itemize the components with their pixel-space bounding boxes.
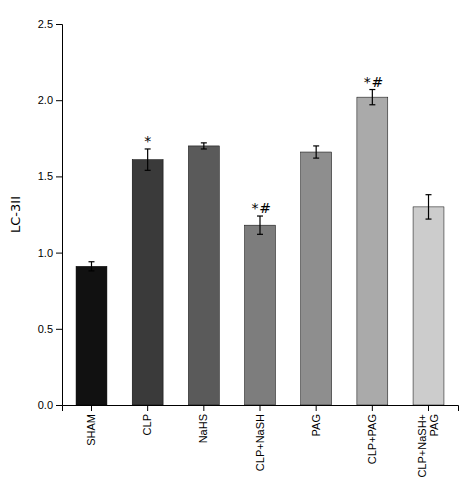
error-line: [147, 149, 148, 170]
x-tick: CLP+NaSH+PAG: [416, 405, 440, 478]
y-tick: 2.0: [38, 94, 62, 106]
bar: [245, 225, 276, 405]
error-bar: [257, 216, 263, 234]
y-tick-label: 2.0: [38, 94, 53, 106]
x-tick-mark: [147, 405, 148, 411]
y-tick: 2.5: [38, 18, 62, 30]
y-tick-mark: [56, 24, 62, 25]
x-tick: NaHS: [197, 405, 209, 443]
y-tick-label: 2.5: [38, 18, 53, 30]
x-tick: CLP+PAG: [366, 405, 378, 464]
x-tick-label: CLP+NaSH: [254, 414, 266, 471]
x-tick-mark: [372, 405, 373, 411]
annotation: *: [252, 200, 259, 216]
error-cap: [313, 145, 319, 146]
x-tick-mark: [428, 405, 429, 411]
error-line: [372, 90, 373, 105]
bar: [357, 97, 388, 405]
error-cap: [369, 104, 375, 105]
x-tick: SHAM: [85, 405, 97, 446]
error-bar: [145, 149, 151, 170]
x-tick-label: CLP+PAG: [366, 414, 378, 464]
y-tick-mark: [56, 176, 62, 177]
y-tick-label: 1.0: [38, 247, 53, 259]
error-bar: [426, 195, 432, 219]
error-line: [203, 143, 204, 149]
x-tick-label: CLP+NaSH+PAG: [416, 414, 440, 478]
annotation: #: [371, 74, 383, 90]
x-tick-label: NaHS: [197, 414, 209, 443]
error-cap: [201, 148, 207, 149]
plot: 0.0 0.5 1.0 1.5 2.0 2.5 SHAM CLP NaHS CLP+NaSH PAG…: [38, 18, 459, 478]
error-cap: [426, 218, 432, 219]
error-bar: [201, 143, 207, 149]
error-line: [91, 262, 92, 271]
bar: [301, 152, 332, 405]
y-tick-label: 0.5: [38, 323, 53, 335]
error-cap: [313, 158, 319, 159]
x-axis: SHAM CLP NaHS CLP+NaSH PAG CLP+PAG CLP+NaSH+PA…: [63, 405, 459, 478]
annotation: *: [144, 133, 151, 149]
error-cap: [257, 234, 263, 235]
x-tick-mark: [91, 405, 92, 411]
x-tick: CLP+NaSH: [254, 405, 266, 471]
error-line: [259, 216, 260, 234]
x-tick: PAG: [310, 405, 322, 436]
annotation: #: [259, 200, 271, 216]
error-cap: [426, 194, 432, 195]
y-tick: 0.0: [38, 399, 62, 411]
x-tick: CLP: [141, 405, 153, 435]
bar: [132, 160, 163, 405]
error-bar: [88, 262, 94, 271]
y-tick: 0.5: [38, 323, 62, 335]
error-bar: [369, 90, 375, 105]
error-cap: [88, 270, 94, 271]
y-tick-mark: [56, 253, 62, 254]
x-tick-label: PAG: [310, 414, 322, 436]
y-tick: 1.5: [38, 170, 62, 182]
y-axis-title: LC-3II: [8, 196, 23, 233]
chart: 0.0 0.5 1.0 1.5 2.0 2.5 SHAM CLP NaHS CLP+NaSH PAG…: [0, 0, 474, 497]
error-bar: [313, 146, 319, 158]
y-tick-mark: [56, 100, 62, 101]
error-line: [428, 195, 429, 219]
error-cap: [88, 261, 94, 262]
y-axis-line: [56, 25, 63, 406]
y-tick-mark: [56, 405, 62, 406]
annotation: *: [364, 74, 371, 90]
error-line: [316, 146, 317, 158]
x-axis-line: [63, 406, 459, 412]
annotations: **#*#: [144, 74, 383, 216]
y-tick-mark: [56, 329, 62, 330]
x-tick-mark: [203, 405, 204, 411]
y-tick-label: 1.5: [38, 170, 53, 182]
x-tick-mark: [316, 405, 317, 411]
y-tick-label: 0.0: [38, 399, 53, 411]
x-tick-mark: [260, 405, 261, 411]
bar: [413, 207, 444, 405]
x-tick-label: SHAM: [85, 414, 97, 446]
bar: [76, 266, 107, 405]
y-tick: 1.0: [38, 247, 62, 259]
bar: [188, 146, 219, 405]
error-cap: [145, 170, 151, 171]
error-cap: [201, 142, 207, 143]
marks: [76, 90, 444, 405]
x-tick-label: CLP: [141, 414, 153, 435]
y-axis: 0.0 0.5 1.0 1.5 2.0 2.5: [38, 18, 63, 411]
